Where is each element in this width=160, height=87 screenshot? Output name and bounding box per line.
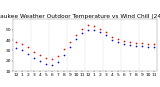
Point xyxy=(128,41,131,43)
Point xyxy=(152,47,155,48)
Point xyxy=(87,25,89,26)
Title: Milwaukee Weather Outdoor Temperature vs Wind Chill (24 Hours): Milwaukee Weather Outdoor Temperature vs… xyxy=(0,14,160,19)
Point xyxy=(51,58,53,60)
Point xyxy=(111,39,113,41)
Point xyxy=(75,38,77,40)
Point xyxy=(80,28,83,29)
Point xyxy=(123,40,125,42)
Point xyxy=(32,51,35,52)
Point xyxy=(128,45,131,46)
Point xyxy=(75,34,77,35)
Point xyxy=(56,61,59,63)
Point xyxy=(99,31,101,32)
Point xyxy=(135,46,137,47)
Point xyxy=(87,29,89,30)
Point xyxy=(116,38,119,40)
Point xyxy=(20,50,23,51)
Point xyxy=(39,54,41,55)
Point xyxy=(27,47,29,48)
Point xyxy=(104,34,107,35)
Point xyxy=(140,42,143,44)
Point xyxy=(32,57,35,58)
Point xyxy=(147,44,149,45)
Point xyxy=(39,60,41,62)
Point xyxy=(152,44,155,45)
Point xyxy=(99,28,101,29)
Point xyxy=(123,44,125,45)
Point xyxy=(104,31,107,32)
Point xyxy=(20,44,23,45)
Point xyxy=(44,63,47,65)
Point xyxy=(116,41,119,43)
Point xyxy=(92,29,95,30)
Point xyxy=(140,46,143,47)
Point xyxy=(51,64,53,66)
Point xyxy=(92,26,95,27)
Point xyxy=(15,48,17,49)
Point xyxy=(63,49,65,50)
Point xyxy=(44,57,47,58)
Point xyxy=(135,42,137,44)
Point xyxy=(80,32,83,33)
Point xyxy=(63,54,65,55)
Point xyxy=(111,36,113,38)
Point xyxy=(147,47,149,48)
Point xyxy=(56,55,59,56)
Point xyxy=(68,41,71,43)
Point xyxy=(27,53,29,54)
Point xyxy=(15,41,17,43)
Point xyxy=(68,47,71,48)
